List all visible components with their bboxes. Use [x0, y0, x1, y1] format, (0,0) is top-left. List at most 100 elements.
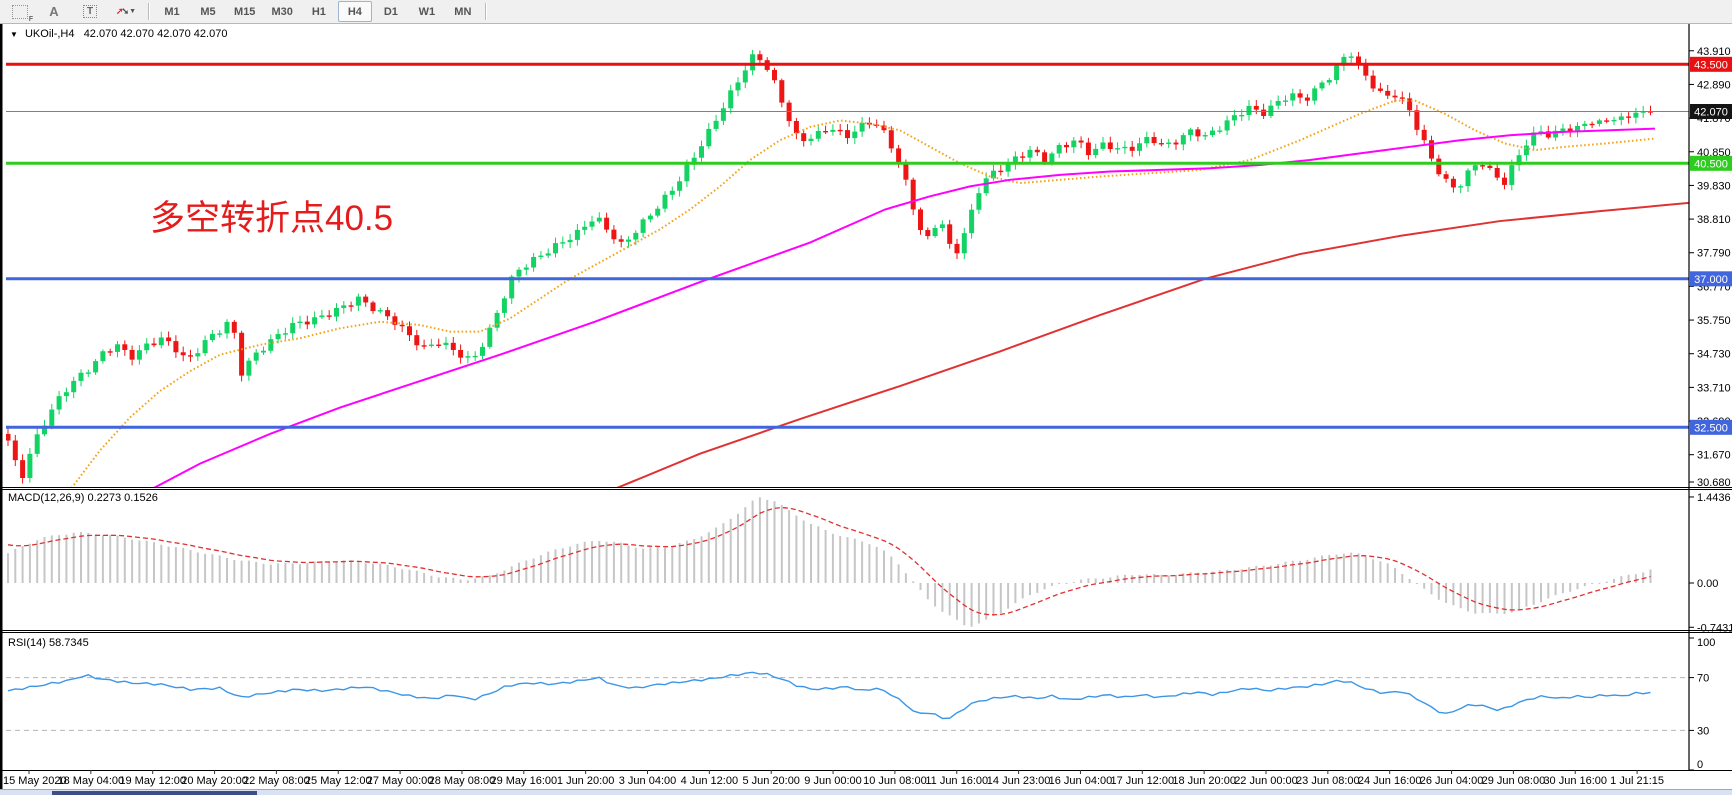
macd-histogram-bar — [744, 507, 747, 583]
timeframe-button-H1[interactable]: H1 — [311, 5, 326, 18]
candle-body — [304, 321, 310, 325]
candle-body — [983, 178, 989, 194]
horizontal-scrollbar[interactable] — [0, 789, 1732, 795]
macd-histogram-bar — [1087, 578, 1090, 583]
macd-histogram-bar — [912, 581, 915, 583]
candle-body — [808, 138, 814, 142]
horizontal-scrollbar-thumb[interactable] — [52, 791, 257, 795]
macd-histogram-bar — [846, 537, 849, 583]
candle-body — [12, 440, 18, 461]
macd-histogram-bar — [474, 578, 477, 583]
symbol-dropdown-icon[interactable]: ▼ — [10, 30, 18, 39]
macd-histogram-bar — [43, 537, 46, 583]
price-badge-label: 40.500 — [1694, 158, 1728, 170]
candle-body — [896, 148, 902, 163]
macd-histogram-bar — [1510, 583, 1513, 613]
timeframe-button-M15[interactable]: M15 — [234, 5, 256, 18]
macd-histogram-bar — [678, 543, 681, 583]
macd-histogram-bar — [1255, 565, 1258, 583]
candle-body — [662, 194, 668, 209]
macd-histogram-bar — [1467, 583, 1469, 612]
macd-histogram-bar — [890, 556, 893, 583]
macd-histogram-bar — [1547, 583, 1550, 599]
candle-body — [494, 312, 500, 328]
macd-histogram-bar — [1379, 561, 1382, 583]
macd-histogram-bar — [985, 583, 988, 620]
candle-body — [290, 322, 296, 334]
candle-body — [173, 341, 179, 353]
candle-body — [27, 453, 33, 478]
candle-body — [450, 342, 456, 350]
macd-histogram-bar — [240, 560, 243, 583]
candle-body — [779, 80, 785, 103]
candle-body — [326, 315, 332, 317]
candle-body — [1217, 130, 1223, 132]
candle-body — [1202, 135, 1208, 137]
macd-histogram-bar — [131, 539, 134, 583]
timeframe-button-M5[interactable]: M5 — [200, 5, 216, 18]
candle-body — [961, 233, 967, 254]
time-axis-label: 22 Jun 00:00 — [1234, 775, 1298, 787]
candle-body — [275, 333, 281, 340]
macd-histogram-bar — [1145, 574, 1148, 583]
macd-histogram-bar — [1591, 583, 1594, 584]
timeframe-button-M1[interactable]: M1 — [164, 5, 180, 18]
macd-histogram-bar — [1415, 583, 1418, 584]
candle-body — [1027, 149, 1033, 158]
macd-histogram-bar — [1196, 572, 1199, 583]
macd-histogram-bar — [1576, 583, 1579, 590]
candle-body — [589, 221, 595, 227]
candle-body — [115, 344, 120, 352]
price-axis-label: 31.670 — [1697, 450, 1731, 462]
macd-histogram-bar — [204, 553, 207, 583]
mid-ma-line — [153, 127, 1656, 487]
candle-body — [1472, 165, 1478, 171]
macd-histogram-bar — [1211, 571, 1214, 583]
macd-histogram-bar — [393, 567, 396, 583]
timeframe-button-D1[interactable]: D1 — [383, 5, 398, 18]
chart-symbol-title: ▼ UKOil-,H4 42.070 42.070 42.070 42.070 — [10, 28, 227, 40]
macd-histogram-bar — [1394, 568, 1396, 583]
text-label-tool-button[interactable]: T — [73, 1, 107, 22]
font-tool-button[interactable]: A — [49, 4, 59, 19]
candle-body — [472, 355, 478, 358]
rsi-scale-label: 0 — [1697, 759, 1703, 771]
timeframe-button-MN[interactable]: MN — [454, 5, 472, 18]
candle-body — [1429, 140, 1434, 159]
macd-histogram-bar — [518, 562, 520, 583]
timeframe-button-M30[interactable]: M30 — [271, 5, 293, 18]
toolbar-separator — [484, 3, 487, 20]
macd-histogram-bar — [1364, 556, 1367, 583]
candle-body — [1545, 131, 1551, 138]
candle-body — [334, 307, 339, 317]
macd-histogram-bar — [1021, 583, 1024, 599]
macd-histogram-bar — [1350, 552, 1353, 583]
macd-indicator-label: MACD(12,26,9) 0.2273 0.1526 — [8, 492, 158, 504]
timeframe-button-H4[interactable]: H4 — [337, 1, 372, 22]
candle-body — [1020, 156, 1026, 158]
candle-body — [377, 310, 383, 312]
macd-histogram-bar — [481, 576, 484, 583]
toolbar-separator — [148, 3, 151, 20]
timeframe-button-W1[interactable]: W1 — [418, 5, 436, 18]
macd-histogram-bar — [299, 564, 301, 583]
symbol-ohlc-values: 42.070 42.070 42.070 42.070 — [83, 28, 228, 40]
candle-body — [261, 350, 266, 353]
slow-ma-line — [616, 201, 1689, 487]
rsi-scale-label: 100 — [1697, 637, 1715, 649]
macd-histogram-bar — [612, 541, 615, 583]
macd-histogram-bar — [707, 532, 710, 583]
candle-body — [1575, 125, 1580, 132]
candle-body — [1450, 178, 1456, 188]
time-axis-label: 15 May 2020 — [3, 775, 67, 787]
arrow-objects-button[interactable]: ➚➘ ▼ — [109, 1, 143, 22]
macd-histogram-bar — [72, 532, 75, 583]
candle-body — [1166, 142, 1172, 144]
macd-histogram-bar — [7, 553, 9, 583]
candle-body — [217, 333, 223, 335]
rsi-scale-label: 30 — [1697, 725, 1709, 737]
candle-body — [1129, 146, 1135, 151]
chart-properties-grid-icon[interactable]: F — [1, 1, 35, 23]
candle-body — [1370, 75, 1376, 89]
